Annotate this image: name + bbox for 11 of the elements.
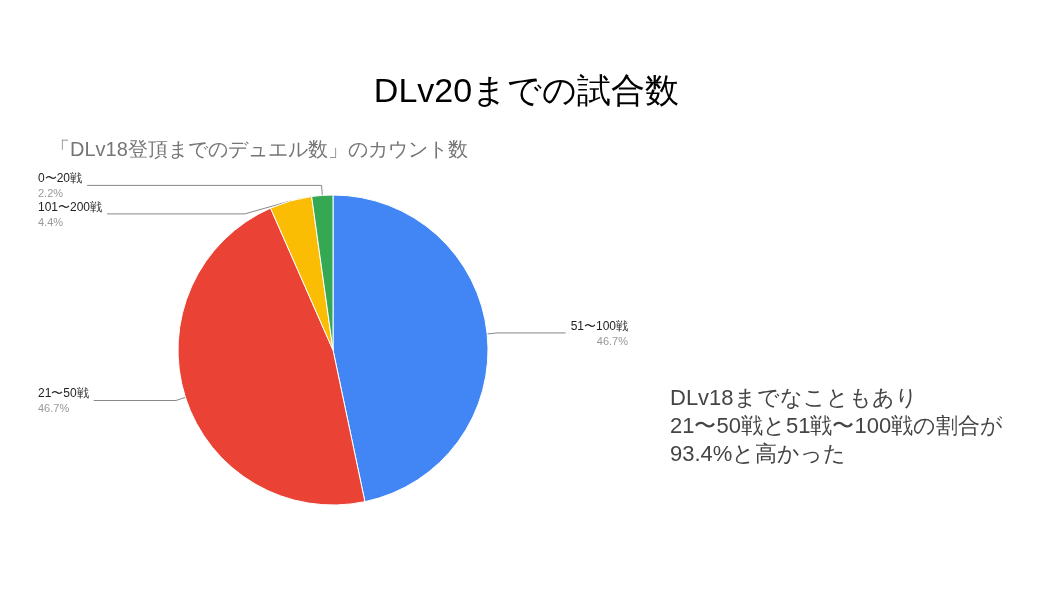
- chart-title: DLv20までの試合数: [373, 71, 680, 109]
- slice-label: 21〜50戦: [38, 386, 89, 401]
- data-label: 2.2%: [38, 187, 64, 200]
- text: DLv18までなこともあり 21〜50戦と51戦〜100戦の割合が 93.4%と高かった: [670, 384, 1004, 466]
- slice-label: 101〜200戦: [38, 199, 103, 214]
- data-label: 46.7%: [596, 334, 629, 347]
- slice-label: 51〜100戦: [570, 318, 628, 333]
- slice-label: 0〜20戦: [38, 171, 83, 186]
- chart-subtitle: 「DLv18登頂までのデュエル数」のカウント数: [50, 138, 468, 160]
- data-label: 4.4%: [38, 215, 64, 228]
- data-label: 46.7%: [38, 402, 70, 415]
